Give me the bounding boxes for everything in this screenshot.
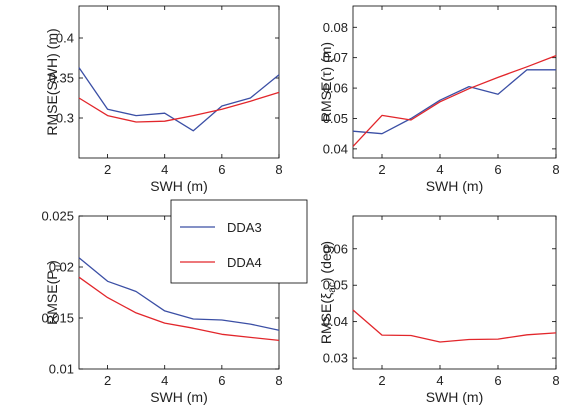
x-tick-label: 2	[378, 373, 385, 388]
y-tick-label: 0.4	[56, 31, 74, 46]
x-tick-label: 4	[161, 162, 168, 177]
x-axis-label: SWH (m)	[150, 178, 208, 194]
x-tick-label: 8	[275, 373, 282, 388]
series-line-dda4	[78, 91, 280, 123]
x-tick-label: 4	[436, 373, 443, 388]
y-tick-label: 0.08	[323, 20, 348, 35]
y-tick-label: 0.02	[49, 260, 74, 275]
x-tick-label: 4	[161, 373, 168, 388]
x-axis-label: SWH (m)	[426, 389, 484, 405]
x-axis-label: SWH (m)	[426, 178, 484, 194]
y-tick-label: 0.04	[323, 314, 348, 329]
series-line-dda4	[352, 309, 557, 343]
y-axis-label-main: RMSE(SWH) (m)	[44, 28, 60, 135]
y-axis-label-tail: )	[44, 260, 60, 265]
y-tick-label: 0.05	[323, 278, 348, 293]
x-tick-label: 6	[218, 373, 225, 388]
subplot-panels: 2 4 6 8 0.3 0.35 0.4 SWH (m) RMSE(SWH) (m) 2 4 6 8 0.…	[41, 5, 560, 405]
x-tick-label: 4	[436, 162, 443, 177]
series-line-dda3	[352, 69, 556, 135]
y-tick-label: 0.06	[323, 241, 348, 256]
y-axis-label-main: RMSE(P	[44, 270, 60, 324]
y-tick-label: 0.015	[41, 311, 74, 326]
plot-area	[352, 215, 557, 370]
x-tick-label: 6	[218, 162, 225, 177]
plot-area	[352, 5, 557, 159]
y-tick-label: 0.025	[41, 209, 74, 224]
y-axis-label: RMSE(SWH) (m)	[44, 28, 60, 135]
x-tick-label: 8	[552, 373, 559, 388]
x-tick-label: 2	[104, 162, 111, 177]
legend-box	[170, 199, 308, 284]
chart-rmse-tau: 2 4 6 8 0.04 0.05 0.06 0.07 0.08 SWH (m) RMSE(τ) (…	[318, 5, 560, 194]
y-axis-label-main: RMSE(τ) (m)	[318, 42, 334, 122]
x-axis-label: SWH (m)	[150, 389, 208, 405]
y-axis-label-subscript: ac	[327, 282, 338, 293]
y-axis-label-tail: ) (deg)	[318, 241, 334, 282]
y-axis-label: RMSE(τ) (m)	[318, 42, 334, 122]
legend-label-dda3: DDA3	[227, 220, 262, 235]
y-axis-label: RMSE(Pu)	[44, 260, 64, 325]
y-axis-label: RMSE(ξac) (deg)	[318, 241, 338, 344]
chart-rmse-xi: 2 4 6 8 0.03 0.04 0.05 0.06 SWH (m) RMSE(ξac) (de…	[318, 215, 560, 405]
x-tick-label: 6	[494, 162, 501, 177]
y-tick-label: 0.35	[49, 71, 74, 86]
legend: DDA3 DDA4	[170, 199, 308, 284]
y-axis-label-main: RMSE(ξ	[318, 293, 334, 344]
series-line-dda4	[352, 54, 557, 147]
series-line-dda3	[78, 67, 280, 132]
y-tick-label: 0.01	[49, 362, 74, 377]
y-axis-label-subscript: u	[53, 265, 64, 271]
y-tick-label: 0.05	[323, 111, 348, 126]
x-tick-label: 2	[378, 162, 385, 177]
series-line-dda3	[78, 257, 280, 331]
y-tick-label: 0.3	[56, 111, 74, 126]
y-tick-label: 0.03	[323, 351, 348, 366]
y-tick-label: 0.04	[323, 141, 348, 156]
plot-area	[78, 5, 280, 159]
legend-label-dda4: DDA4	[227, 255, 262, 270]
y-tick-label: 0.07	[323, 50, 348, 65]
chart-rmse-swh: 2 4 6 8 0.3 0.35 0.4 SWH (m) RMSE(SWH) (m)	[44, 5, 283, 194]
y-tick-label: 0.06	[323, 81, 348, 96]
x-tick-label: 8	[275, 162, 282, 177]
series-line-dda4	[78, 276, 280, 342]
x-tick-label: 8	[552, 162, 559, 177]
x-tick-label: 2	[104, 373, 111, 388]
x-tick-label: 6	[494, 373, 501, 388]
